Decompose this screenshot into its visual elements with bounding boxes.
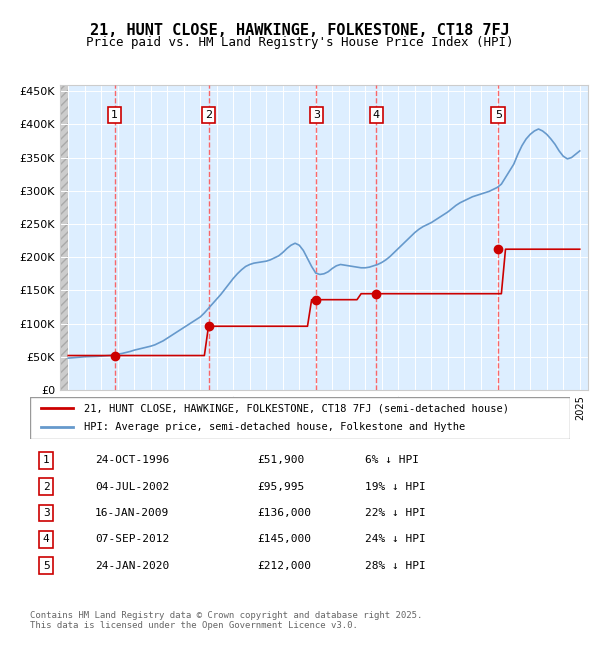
Text: 1: 1 [43, 456, 50, 465]
Text: 04-JUL-2002: 04-JUL-2002 [95, 482, 169, 492]
FancyBboxPatch shape [30, 396, 570, 439]
Text: £136,000: £136,000 [257, 508, 311, 518]
Text: 16-JAN-2009: 16-JAN-2009 [95, 508, 169, 518]
Text: 3: 3 [313, 110, 320, 120]
Text: 3: 3 [43, 508, 50, 518]
Text: £145,000: £145,000 [257, 534, 311, 545]
Text: 5: 5 [495, 110, 502, 120]
Text: 22% ↓ HPI: 22% ↓ HPI [365, 508, 425, 518]
Text: 6% ↓ HPI: 6% ↓ HPI [365, 456, 419, 465]
Text: 19% ↓ HPI: 19% ↓ HPI [365, 482, 425, 492]
Text: 24% ↓ HPI: 24% ↓ HPI [365, 534, 425, 545]
Text: 1: 1 [111, 110, 118, 120]
Text: 21, HUNT CLOSE, HAWKINGE, FOLKESTONE, CT18 7FJ: 21, HUNT CLOSE, HAWKINGE, FOLKESTONE, CT… [90, 23, 510, 38]
Text: 07-SEP-2012: 07-SEP-2012 [95, 534, 169, 545]
Text: 2: 2 [43, 482, 50, 492]
Text: 5: 5 [43, 561, 50, 571]
Text: 21, HUNT CLOSE, HAWKINGE, FOLKESTONE, CT18 7FJ (semi-detached house): 21, HUNT CLOSE, HAWKINGE, FOLKESTONE, CT… [84, 404, 509, 413]
Text: 4: 4 [43, 534, 50, 545]
Text: 28% ↓ HPI: 28% ↓ HPI [365, 561, 425, 571]
Text: 4: 4 [373, 110, 380, 120]
Text: £51,900: £51,900 [257, 456, 304, 465]
Text: £212,000: £212,000 [257, 561, 311, 571]
Text: HPI: Average price, semi-detached house, Folkestone and Hythe: HPI: Average price, semi-detached house,… [84, 422, 465, 432]
Text: Contains HM Land Registry data © Crown copyright and database right 2025.
This d: Contains HM Land Registry data © Crown c… [30, 611, 422, 630]
Text: 2: 2 [205, 110, 212, 120]
Text: £95,995: £95,995 [257, 482, 304, 492]
Bar [60, 84, 68, 390]
Text: 24-JAN-2020: 24-JAN-2020 [95, 561, 169, 571]
Text: 24-OCT-1996: 24-OCT-1996 [95, 456, 169, 465]
Text: Price paid vs. HM Land Registry's House Price Index (HPI): Price paid vs. HM Land Registry's House … [86, 36, 514, 49]
